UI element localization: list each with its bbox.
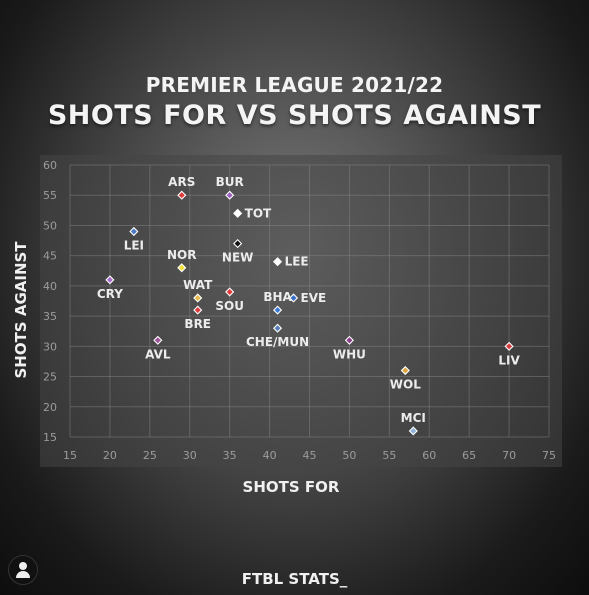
x-tick-label: 50 [342,449,356,462]
y-tick-labels: 15 20 25 30 35 40 45 50 55 60 [43,159,57,444]
data-point-marker [233,239,243,249]
data-point-marker [288,293,299,303]
y-tick-label: 15 [43,431,57,444]
data-point-marker [225,190,235,200]
data-point-label: WAT [183,278,213,292]
profile-avatar-icon[interactable] [8,555,38,585]
x-tick-label: 40 [263,449,277,462]
data-point-label: MCI [401,411,426,425]
data-point-label: BRE [184,317,211,331]
y-tick-label: 40 [43,280,57,293]
data-point-label: CHE/MUN [246,335,309,349]
data-point-label: SOU [215,299,244,313]
x-tick-label: 65 [462,449,476,462]
y-tick-label: 55 [43,189,57,202]
data-point-marker [105,275,115,285]
y-tick-label: 25 [43,371,57,384]
data-point-marker [272,305,283,315]
data-point-label: NEW [222,251,253,265]
data-point-label: BHA [263,290,292,304]
y-tick-label: 35 [43,310,57,323]
y-axis-title: SHOTS AGAINST [12,241,30,379]
data-point-marker [177,190,187,200]
x-tick-label: 20 [103,449,117,462]
data-point-label: NOR [167,248,196,262]
data-point-marker [233,208,243,218]
x-tick-label: 35 [223,449,237,462]
data-point-label: CRY [97,287,123,301]
data-point-marker [504,341,514,351]
data-point-label: LEE [285,255,309,269]
x-tick-label: 30 [183,449,197,462]
data-point-marker [177,263,187,273]
x-axis-title: SHOTS FOR [243,478,340,496]
data-point-label: LEI [124,238,144,252]
footer-brand: FTBL STATS_ [241,570,348,588]
data-point-marker [129,226,139,237]
x-tick-label: 25 [143,449,157,462]
data-point-marker [400,365,410,376]
data-point-marker [193,305,203,315]
data-point-label: WOL [390,378,421,392]
data-point-marker [344,335,354,345]
data-point-label: ARS [168,175,195,189]
x-tick-label: 60 [422,449,436,462]
chart-title: SHOTS FOR VS SHOTS AGAINST [47,100,542,131]
grid-lines [69,164,550,438]
data-point-marker [193,293,203,303]
data-point-marker [153,335,163,345]
x-tick-labels: 15 20 25 30 35 40 45 50 55 60 65 70 75 [63,449,556,462]
data-point-label: TOT [245,206,272,220]
x-tick-label: 70 [502,449,516,462]
x-tick-label: 55 [382,449,396,462]
y-tick-label: 60 [43,159,57,172]
data-point-label: EVE [301,291,327,305]
data-point-marker [225,287,235,297]
y-tick-label: 20 [43,401,57,414]
plot-area [40,155,562,467]
data-point-marker [408,426,418,436]
data-point-label: WHU [333,347,366,361]
data-point-label: BUR [216,175,244,189]
data-point-label: LIV [498,353,520,367]
data-point-label: AVL [145,347,171,361]
y-tick-label: 50 [43,219,57,232]
x-tick-label: 15 [63,449,77,462]
data-point-marker [272,257,283,267]
chart-subtitle: PREMIER LEAGUE 2021/22 [145,73,444,97]
data-point-marker [272,323,283,333]
data-points [105,190,514,436]
y-tick-label: 30 [43,340,57,353]
x-tick-label: 45 [303,449,317,462]
x-tick-label: 75 [542,449,556,462]
y-tick-label: 45 [43,250,57,263]
